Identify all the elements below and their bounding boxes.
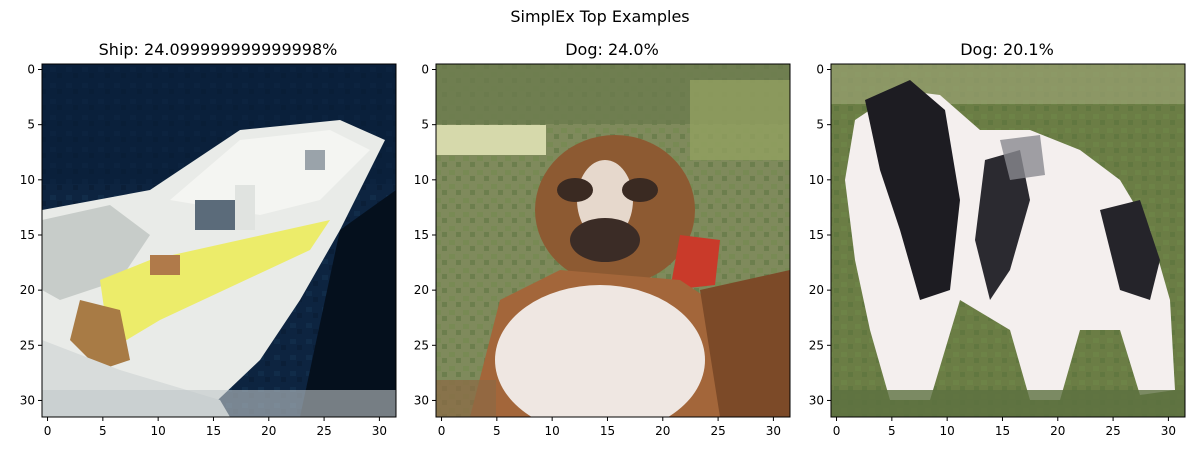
- panel-2-y-tick-label: 0: [421, 63, 429, 77]
- panel-2-x-tick-label: 30: [766, 424, 781, 438]
- panel-3-x-tick-label: 30: [1161, 424, 1176, 438]
- panel-3-x-tick-label: 10: [940, 424, 955, 438]
- panel-2-y-tick-label: 30: [414, 393, 429, 407]
- panel-3-y-tick-label: 30: [809, 393, 824, 407]
- panel-3-x-tick-label: 0: [833, 424, 841, 438]
- panel-2-y-tick-label: 15: [414, 228, 429, 242]
- panel-3-title: Dog: 20.1%: [960, 40, 1054, 59]
- figure-title: SimplEx Top Examples: [510, 7, 690, 26]
- panel-1-x-tick-label: 0: [44, 424, 52, 438]
- panel-2-x-tick-label: 25: [710, 424, 725, 438]
- panel-1-y-tick-label: 25: [20, 338, 35, 352]
- panel-1-title: Ship: 24.099999999999998%: [98, 40, 338, 59]
- panel-3-x-tick-label: 25: [1105, 424, 1120, 438]
- panel-2-x-tick-label: 0: [438, 424, 446, 438]
- panel-3-y-tick-label: 20: [809, 283, 824, 297]
- panel-3-y-tick-label: 5: [816, 118, 824, 132]
- panel-2-y-tick-label: 10: [414, 173, 429, 187]
- panel-1-image: [42, 64, 396, 417]
- panel-3-y-tick-label: 25: [809, 338, 824, 352]
- panel-3-x-tick-label: 15: [995, 424, 1010, 438]
- panel-1-x-tick-label: 10: [151, 424, 166, 438]
- panel-1-y-tick-label: 0: [27, 63, 35, 77]
- panel-2-image: [436, 64, 790, 417]
- panel-2-x-tick-label: 15: [600, 424, 615, 438]
- panel-3-frame: [830, 63, 1186, 418]
- panel-1-y-tick-label: 10: [20, 173, 35, 187]
- panel-3-image: [831, 64, 1185, 417]
- panel-3-y-tick-label: 10: [809, 173, 824, 187]
- panel-1-y-tick-label: 30: [20, 393, 35, 407]
- panel-2-x-tick-label: 10: [545, 424, 560, 438]
- panel-1-y-tick-label: 15: [20, 228, 35, 242]
- panel-2-x-tick-label: 20: [655, 424, 670, 438]
- panel-1-x-tick-label: 30: [372, 424, 387, 438]
- panel-1-y-tick-label: 5: [27, 118, 35, 132]
- panel-3-y-tick-label: 15: [809, 228, 824, 242]
- panel-2-frame: [435, 63, 791, 418]
- panel-2-x-tick-label: 5: [493, 424, 501, 438]
- panel-2-y-tick-label: 20: [414, 283, 429, 297]
- panel-2-y-tick-label: 25: [414, 338, 429, 352]
- panel-1-x-tick-label: 15: [206, 424, 221, 438]
- panel-1-y-tick-label: 20: [20, 283, 35, 297]
- panel-2-title: Dog: 24.0%: [565, 40, 659, 59]
- panel-1-x-tick-label: 20: [261, 424, 276, 438]
- panel-3-x-tick-label: 5: [888, 424, 896, 438]
- panel-3-y-tick-label: 0: [816, 63, 824, 77]
- panel-1-x-tick-label: 5: [99, 424, 107, 438]
- panel-1-frame: [41, 63, 397, 418]
- panel-1-x-tick-label: 25: [316, 424, 331, 438]
- panel-2-y-tick-label: 5: [421, 118, 429, 132]
- panel-3-x-tick-label: 20: [1050, 424, 1065, 438]
